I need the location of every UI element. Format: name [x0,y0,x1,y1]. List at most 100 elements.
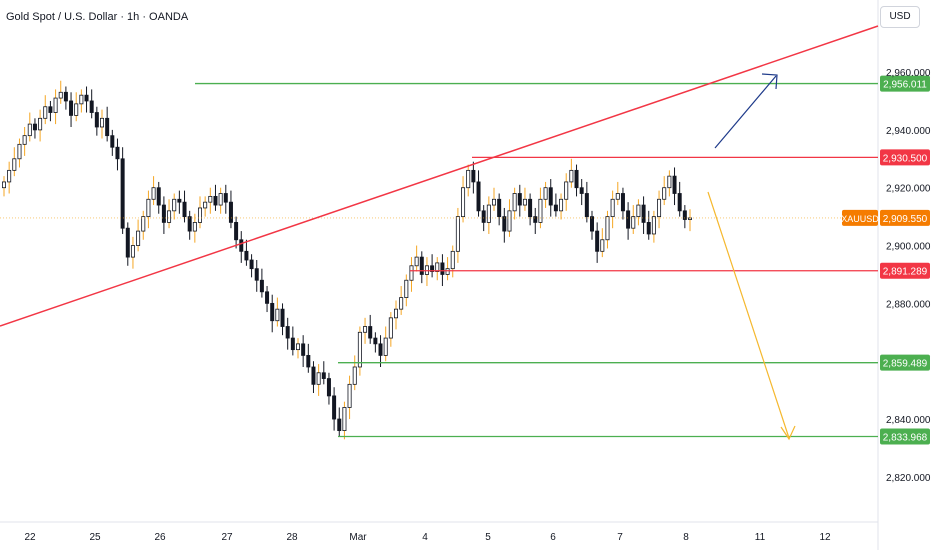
price-tick-label: 2,960.000 [886,68,931,79]
candle-body [203,201,208,209]
candle-body [497,198,502,218]
last-price-label: 2,909.550 [883,214,928,225]
last-price-tag [880,209,930,226]
time-tick-label: 8 [683,532,689,543]
candle-body [141,216,146,232]
candle-body [481,210,486,223]
time-tick-label: 4 [422,532,428,543]
candle-body [486,204,491,223]
candle-body [383,337,388,356]
candle-body [342,407,347,432]
candle-body [517,193,522,206]
candle-body [290,337,295,351]
candle-body [213,195,218,206]
time-axis: 22 25 26 27 28 Mar 4 5 6 7 8 11 12 [24,532,831,543]
level-price-label: 2,833.968 [883,432,928,443]
candle-body [347,383,352,408]
candle-body [440,262,445,275]
candle-body [455,216,460,252]
candle-body [641,204,646,223]
candle-body [110,135,115,148]
candle-body [574,169,579,189]
candle-body [12,158,17,171]
chart-grid [0,0,879,550]
price-tick-label: 2,840.000 [886,415,931,426]
candle-body [244,250,249,261]
symbol-label: XAUUSD [841,214,879,224]
candle-body [115,146,120,160]
time-tick-label: 5 [485,532,491,543]
candle-body [94,112,99,128]
level-price-tag [880,428,930,445]
candle-body [280,308,285,327]
candle-body [538,198,543,223]
candle-body [579,187,584,194]
candle-body [667,175,672,189]
chart-drawings [0,25,879,441]
candle-body [677,193,682,212]
time-tick-label: 26 [154,532,166,543]
candle-body [63,91,68,102]
candle-body [208,195,213,203]
time-tick-label: Mar [349,532,367,543]
candle-body [69,100,74,116]
candle-body [491,198,496,206]
candle-body [409,265,414,281]
candle-body [2,181,7,189]
time-tick-label: 27 [221,532,233,543]
candle-body [610,198,615,218]
candle-body [120,158,125,229]
level-price-label: 2,956.011 [883,80,927,91]
candle-body [471,169,476,183]
candle-body [306,355,311,368]
candle-body [466,169,471,189]
candle-body [270,302,275,322]
candle-body [435,262,440,272]
level-price-tag [880,149,930,166]
level-price-tag [880,75,930,92]
candle-body [502,216,507,232]
currency-button[interactable]: USD [880,6,920,28]
candle-body [275,308,280,322]
candle-body [636,204,641,218]
candle-body [218,193,223,206]
candle-body [404,279,409,298]
candle-body [626,210,631,229]
candle-body [543,187,548,200]
candle-body [161,204,166,223]
candle-body [254,268,259,281]
candle-body [27,123,32,137]
candle-body [151,187,156,200]
candle-body [167,210,172,223]
candle-body [620,193,625,212]
candle-body [363,326,368,333]
candle-body [223,193,228,203]
level-price-label: 2,859.489 [883,359,928,370]
candle-body [651,216,656,235]
candle-body [265,291,270,304]
candle-body [38,117,43,131]
candle-body [22,135,27,145]
candle-body [512,193,517,212]
candle-body [388,317,393,339]
candle-body [130,245,135,258]
time-tick-label: 28 [286,532,298,543]
candle-body [84,94,89,102]
candle-body [53,97,58,113]
candle-body [239,239,244,252]
candle-body [7,169,12,183]
candle-body [368,326,373,339]
candlesticks [2,80,693,440]
down-arrow-head [780,425,796,441]
candle-body [461,187,466,218]
candle-body [430,265,435,272]
candle-body [228,201,233,223]
candle-body [533,216,538,223]
candle-body [357,331,362,368]
price-levels [0,82,878,438]
candle-body [445,268,450,275]
candle-body [301,343,306,356]
price-tick-label: 2,880.000 [886,299,931,310]
candle-body [43,106,48,119]
